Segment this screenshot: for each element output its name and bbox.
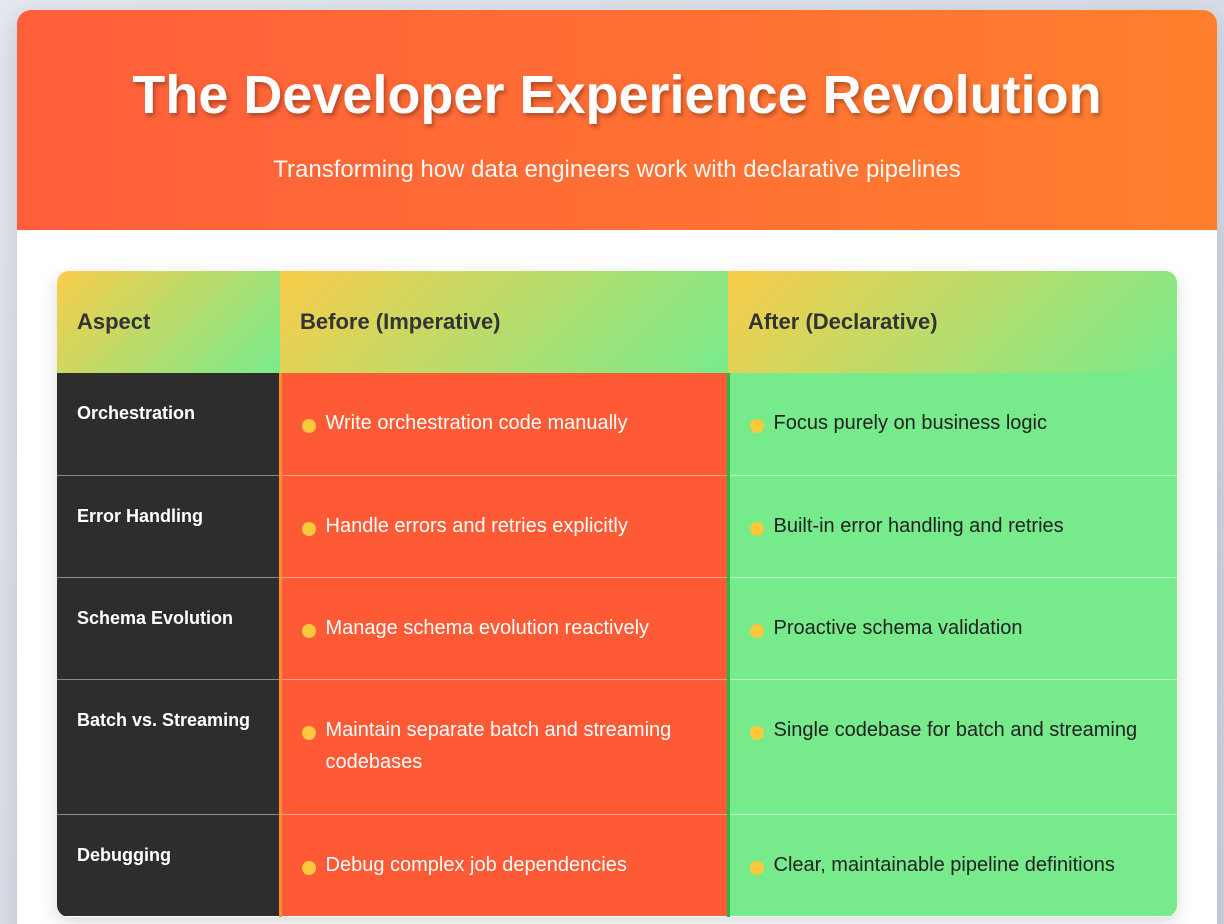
table-row: Schema Evolution Manage schema evolution … <box>57 577 1177 680</box>
table-body: Orchestration Write orchestration code ma… <box>57 373 1177 917</box>
before-cell: Write orchestration code manually <box>278 373 728 476</box>
list-item: Clear, maintainable pipeline definitions <box>749 849 1158 881</box>
bullet <box>749 419 764 433</box>
list-item: Single codebase for batch and streaming <box>749 714 1158 746</box>
table-wrap: Aspect Before (Imperative) After (Declarat… <box>57 271 1177 917</box>
aspect-cell: Schema Evolution <box>57 577 280 680</box>
bullet <box>749 860 764 875</box>
table-row: Batch vs. Streaming Maintain separate bat… <box>57 679 1177 815</box>
list-item: Focus purely on business logic <box>749 407 1158 439</box>
after-cell: Focus purely on business logic <box>726 373 1177 476</box>
aspect-cell: Error Handling <box>57 475 280 578</box>
item-text: Maintain separate batch and streaming co… <box>325 718 672 773</box>
aspect-cell: Batch vs. Streaming <box>57 679 280 815</box>
list-item: Proactive schema validation <box>749 612 1158 644</box>
after-cell: Built-in error handling and retries <box>726 475 1177 578</box>
after-cell: Clear, maintainable pipeline definitions <box>726 814 1177 917</box>
item-text: Focus purely on business logic <box>773 412 1047 434</box>
column-header: After (Declarative) <box>728 271 1177 373</box>
item-text: Proactive schema validation <box>773 616 1023 639</box>
comparison-table: Aspect Before (Imperative) After (Declarat… <box>57 271 1177 917</box>
bullet <box>749 521 764 536</box>
bullet <box>749 623 764 638</box>
header: The Developer Experience Revolution Tran… <box>17 10 1217 230</box>
list-item: Debug complex job dependencies <box>301 849 707 881</box>
before-cell: Handle errors and retries explicitly <box>278 475 728 578</box>
after-cell: Proactive schema validation <box>726 577 1177 680</box>
list-item: Handle errors and retries explicitly <box>301 510 707 542</box>
item-text: Debug complex job dependencies <box>325 853 627 876</box>
item-text: Single codebase for batch and streaming <box>773 718 1138 741</box>
card: The Developer Experience Revolution Tran… <box>17 10 1217 924</box>
before-cell: Maintain separate batch and streaming co… <box>278 679 728 815</box>
item-text: Manage schema evolution reactively <box>325 616 650 639</box>
item-text: Write orchestration code manually <box>325 412 628 434</box>
header-row: Aspect Before (Imperative) After (Declarat… <box>57 271 1177 373</box>
before-cell: Manage schema evolution reactively <box>278 577 728 680</box>
list-item: Write orchestration code manually <box>301 407 707 439</box>
list-item: Built-in error handling and retries <box>749 510 1158 542</box>
list-item: Manage schema evolution reactively <box>301 612 707 644</box>
list-item: Maintain separate batch and streaming co… <box>301 714 707 778</box>
before-cell: Debug complex job dependencies <box>278 814 728 917</box>
item-text: Clear, maintainable pipeline definitions <box>773 853 1115 876</box>
bullet <box>301 860 316 875</box>
aspect-cell: Orchestration <box>57 373 280 476</box>
column-header: Aspect <box>57 271 280 373</box>
bullet <box>301 521 316 536</box>
bullet <box>301 725 316 740</box>
table-row: Error Handling Handle errors and retries … <box>57 475 1177 578</box>
after-cell: Single codebase for batch and streaming <box>726 679 1177 815</box>
aspect-cell: Debugging <box>57 814 280 917</box>
title: The Developer Experience Revolution <box>132 65 1102 125</box>
subtitle: Transforming how data engineers work wit… <box>273 156 961 183</box>
bullet <box>749 725 764 740</box>
column-header: Before (Imperative) <box>280 271 728 373</box>
table-row: Debugging Debug complex job dependencies C… <box>57 814 1177 917</box>
item-text: Built-in error handling and retries <box>773 514 1064 537</box>
item-text: Handle errors and retries explicitly <box>325 514 628 537</box>
bullet <box>301 623 316 638</box>
bullet <box>301 419 316 433</box>
table-row: Orchestration Write orchestration code ma… <box>57 373 1177 476</box>
